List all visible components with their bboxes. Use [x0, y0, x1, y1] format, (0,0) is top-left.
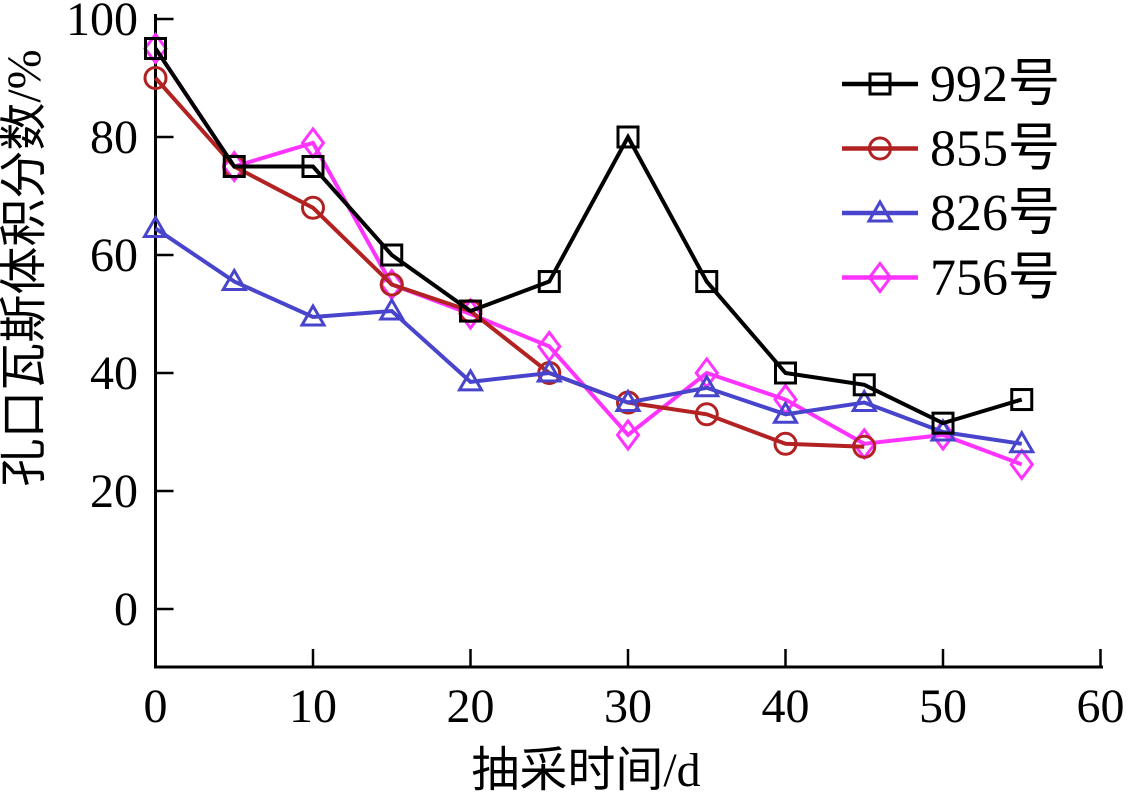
series-marker-756号 — [615, 418, 641, 452]
y-axis-title: 孔口瓦斯体积分数/% — [0, 49, 51, 486]
series-marker-992号 — [459, 299, 482, 323]
series-marker-855号 — [379, 272, 404, 297]
x-tick-label: 50 — [919, 680, 967, 733]
y-tick-label: 40 — [90, 347, 138, 400]
series-marker-826号 — [929, 418, 957, 442]
series-line-855号 — [154, 76, 865, 449]
series-marker-855号 — [773, 431, 798, 456]
x-axis-title: 抽采时间/d — [471, 744, 700, 797]
legend-label-992号: 992号 — [930, 56, 1060, 113]
series-marker-826号 — [1008, 429, 1036, 454]
series-marker-855号 — [852, 434, 877, 459]
series-marker-826号 — [220, 267, 248, 292]
series-marker-992号 — [774, 361, 797, 385]
series-marker-756号 — [143, 32, 168, 65]
series-marker-992号 — [301, 155, 325, 178]
y-tick-label: 80 — [90, 111, 138, 164]
y-tick-label: 0 — [114, 583, 138, 636]
series-marker-992号 — [852, 373, 876, 397]
series-marker-992号 — [380, 243, 404, 267]
series-marker-855号 — [694, 402, 719, 427]
legend-marker-826号 — [866, 199, 894, 223]
series-marker-992号 — [144, 37, 167, 60]
series-marker-826号 — [456, 367, 485, 392]
legend-marker-992号 — [868, 72, 892, 96]
series-marker-826号 — [771, 400, 800, 424]
series-marker-756号 — [1009, 447, 1035, 481]
series-marker-992号 — [537, 270, 561, 294]
series-marker-826号 — [141, 214, 170, 238]
series-line-756号 — [153, 47, 1023, 467]
legend-marker-756号 — [867, 261, 893, 294]
legend-label-826号: 826号 — [930, 185, 1060, 242]
y-tick-label: 100 — [66, 0, 138, 46]
series-marker-855号 — [301, 195, 325, 220]
series-marker-855号 — [143, 66, 168, 90]
series-marker-826号 — [850, 388, 878, 412]
x-tick-label: 30 — [604, 680, 652, 733]
x-tick-label: 40 — [762, 680, 810, 733]
series-marker-826号 — [378, 297, 406, 321]
series-line-826号 — [154, 226, 1023, 446]
x-tick-label: 0 — [144, 680, 168, 733]
series-marker-992号 — [931, 411, 955, 435]
legend-label-855号: 855号 — [930, 121, 1060, 178]
series-marker-826号 — [614, 388, 642, 412]
legend-label-756号: 756号 — [930, 250, 1060, 307]
x-tick-label: 10 — [289, 680, 337, 733]
series-marker-992号 — [616, 125, 640, 149]
series-marker-992号 — [695, 270, 719, 294]
series-marker-826号 — [535, 359, 563, 383]
series-marker-756号 — [221, 150, 247, 183]
series-marker-992号 — [1010, 388, 1034, 412]
series-line-992号 — [153, 47, 1023, 426]
x-tick-label: 60 — [1077, 680, 1125, 733]
series-marker-826号 — [693, 373, 721, 398]
x-tick-label: 20 — [447, 680, 495, 733]
legend-marker-855号 — [868, 136, 892, 161]
series-marker-826号 — [299, 302, 327, 327]
y-tick-label: 20 — [90, 465, 138, 518]
series-marker-992号 — [222, 155, 246, 178]
y-tick-label: 60 — [90, 229, 138, 282]
